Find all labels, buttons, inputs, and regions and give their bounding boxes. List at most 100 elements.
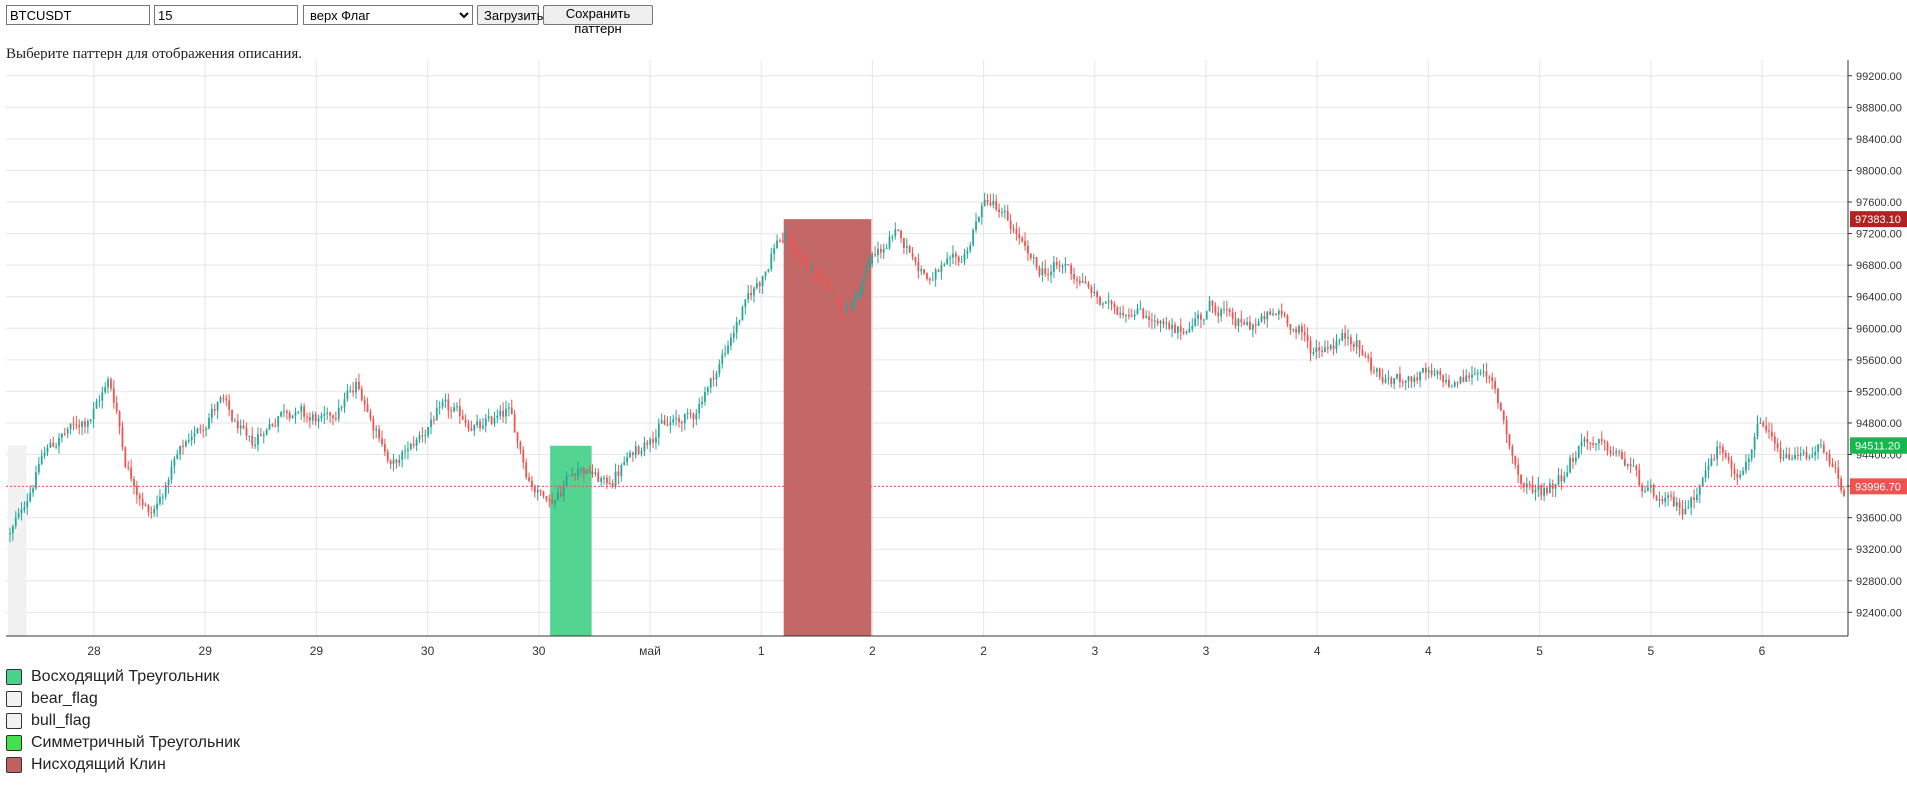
- candle-body: [611, 483, 614, 487]
- candle-body: [1153, 320, 1156, 322]
- candle-body: [626, 456, 629, 463]
- candle-body: [1468, 375, 1471, 378]
- candle-body: [1283, 314, 1286, 316]
- candle-body: [135, 485, 138, 496]
- candle-body: [1652, 484, 1655, 496]
- candle-body: [963, 253, 966, 262]
- candle-body: [1672, 496, 1675, 507]
- candle-body: [813, 264, 816, 276]
- legend-item[interactable]: Симметричный Треугольник: [6, 732, 240, 754]
- candle-body: [1592, 443, 1595, 445]
- candle-body: [173, 458, 176, 467]
- candle-body: [1730, 460, 1733, 469]
- candle-body: [1623, 459, 1626, 466]
- pattern-select[interactable]: верх Флаг: [303, 5, 473, 25]
- candle-body: [1583, 439, 1586, 442]
- candle-body: [1401, 382, 1404, 384]
- candle-body: [533, 486, 536, 493]
- interval-input[interactable]: [154, 5, 298, 25]
- candle-body: [1796, 455, 1799, 457]
- candle-body: [1110, 300, 1113, 305]
- candle-body: [1488, 376, 1491, 378]
- y-tick-label: 96800.00: [1856, 260, 1902, 272]
- candle-body: [715, 373, 718, 380]
- candle-body: [900, 230, 902, 239]
- candle-body: [1399, 373, 1401, 383]
- candle-body: [600, 478, 603, 482]
- candle-body: [810, 264, 813, 271]
- candle-body: [499, 410, 502, 416]
- y-tick-label: 97600.00: [1856, 197, 1902, 209]
- candlestick-chart[interactable]: 99200.00 98800.00 98400.00 98000.00 97600.00…: [0, 60, 1907, 660]
- candle-body: [1035, 257, 1038, 268]
- candle-body: [248, 435, 251, 437]
- candle-body: [1445, 379, 1447, 383]
- candle-body: [1747, 458, 1750, 463]
- y-tick-label: 97200.00: [1856, 229, 1902, 241]
- candle-body: [1693, 497, 1695, 500]
- candle-body: [153, 508, 156, 514]
- candle-body: [231, 409, 233, 422]
- candle-body: [283, 411, 285, 413]
- y-tick-label: 96000.00: [1856, 323, 1902, 335]
- candle-body: [1404, 380, 1407, 383]
- candle-body: [1332, 345, 1335, 350]
- candle-body: [629, 452, 631, 457]
- candle-body: [978, 216, 980, 222]
- symbol-input[interactable]: [6, 5, 150, 25]
- candle-body: [784, 233, 787, 242]
- candle-body: [888, 236, 891, 248]
- candle-body: [242, 425, 245, 429]
- legend-item[interactable]: bear_flag: [6, 688, 240, 710]
- load-button[interactable]: Загрузить: [477, 5, 543, 25]
- candle-body: [323, 413, 326, 416]
- candle-body: [1497, 388, 1499, 404]
- candle-body: [1707, 465, 1710, 471]
- candle-body: [1027, 245, 1029, 254]
- candle-body: [983, 199, 986, 207]
- candle-body: [1456, 382, 1459, 384]
- candle-body: [1116, 307, 1119, 315]
- candle-body: [17, 513, 20, 518]
- candle-body: [29, 492, 32, 502]
- candle-body: [1618, 451, 1620, 453]
- save-pattern-button[interactable]: Сохранить паттерн: [543, 5, 653, 36]
- candle-body: [456, 406, 458, 408]
- legend-label: Нисходящий Клин: [31, 756, 166, 773]
- candle-body: [1716, 446, 1719, 460]
- candle-body: [1413, 377, 1416, 383]
- candle-body: [1739, 474, 1742, 478]
- candle-body: [588, 469, 591, 472]
- candle-body: [1234, 318, 1237, 326]
- candle-body: [121, 426, 124, 448]
- y-tick-label: 93200.00: [1856, 544, 1902, 556]
- candle-body: [1750, 449, 1753, 459]
- candle-body: [1776, 443, 1779, 449]
- candle-body: [1785, 454, 1788, 458]
- candle-body: [389, 460, 392, 465]
- candle-body: [1719, 446, 1721, 448]
- candle-body: [234, 420, 236, 422]
- candle-body: [1450, 386, 1453, 388]
- candle-body: [1303, 332, 1306, 336]
- x-tick-label: 6: [1759, 644, 1766, 658]
- legend-item[interactable]: bull_flag: [6, 710, 240, 732]
- candle-body: [989, 202, 992, 206]
- candle-body: [1416, 377, 1419, 381]
- candle-body: [1531, 483, 1534, 493]
- candle-body: [1119, 313, 1122, 315]
- candle-body: [1087, 283, 1090, 288]
- candle-body: [358, 381, 360, 390]
- candle-body: [1551, 483, 1554, 489]
- candle-body: [1139, 308, 1142, 310]
- candle-body: [1462, 377, 1465, 382]
- legend-item[interactable]: Восходящий Треугольник: [6, 666, 240, 688]
- candle-body: [1626, 464, 1629, 466]
- candle-body: [1373, 370, 1375, 372]
- candle-body: [118, 411, 121, 427]
- candle-body: [1073, 273, 1075, 280]
- legend-item[interactable]: Нисходящий Клин: [6, 754, 240, 776]
- candle-body: [571, 473, 574, 477]
- candle-body: [1113, 304, 1116, 308]
- candle-body: [845, 305, 848, 314]
